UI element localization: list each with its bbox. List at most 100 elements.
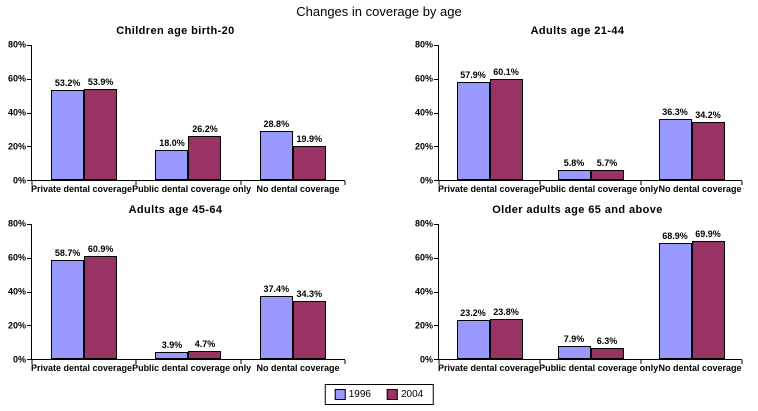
bar-2004: 23.8% <box>489 307 523 359</box>
x-axis-tick <box>640 181 642 185</box>
bar-value-label: 68.9% <box>662 230 688 241</box>
bar-value-label: 53.2% <box>54 78 81 89</box>
subplot-inner: Adults age 45-64 0% 20% 40% 60% 80% 58.7% 60.… <box>5 204 346 373</box>
y-axis-tick-label: 80% <box>414 218 433 229</box>
x-axis-labels: Private dental coverage Public dental cov… <box>31 364 345 373</box>
x-axis-tick <box>240 360 242 364</box>
y-axis-tick-label: 40% <box>414 107 433 118</box>
chart-grid: Children age birth-20 0% 20% 40% 60% 80% 53.… <box>0 21 758 379</box>
y-axis-tick-label: 60% <box>7 73 26 84</box>
category-label: Private dental coverage <box>31 363 133 373</box>
bar-value-label: 19.9% <box>296 134 323 145</box>
bar-group: 53.2% 53.9% <box>32 45 136 180</box>
x-axis-tick <box>539 360 541 364</box>
y-axis-tick-label: 40% <box>7 286 26 297</box>
x-axis-tick <box>539 181 541 185</box>
y-axis-tick-label: 0% <box>419 175 433 186</box>
bar-value-label: 60.1% <box>493 66 519 77</box>
bar-value-label: 5.7% <box>596 158 618 169</box>
y-axis-tick-label: 60% <box>414 73 433 84</box>
y-axis-tick-label: 40% <box>414 286 433 297</box>
plot-area: 57.9% 60.1% 5.8% 5.7% 36.3% 34.2% <box>434 45 743 185</box>
bar-groups: 23.2% 23.8% 7.9% 6.3% 68.9% 69.9% <box>439 224 742 359</box>
bar-2004: 60.9% <box>84 245 118 359</box>
category-label: No dental coverage <box>256 184 340 194</box>
legend-swatch-1996 <box>334 389 346 400</box>
y-axis-tick-label: 20% <box>414 141 433 152</box>
y-axis-tick <box>434 359 438 360</box>
x-axis-tick <box>344 360 346 364</box>
y-axis-tick <box>27 325 31 327</box>
y-axis-tick-label: 20% <box>414 320 433 331</box>
plot-row: 0% 20% 40% 60% 80% 53.2% 53.9% 18.0% 26.2% 28.8%… <box>5 40 346 185</box>
bar-value-label: 69.9% <box>695 229 721 240</box>
category-label: Private dental coverage <box>31 184 133 194</box>
x-axis-tick <box>438 181 440 185</box>
bar-1996: 53.2% <box>51 79 85 180</box>
bar-value-label: 26.2% <box>192 123 218 134</box>
bar-2004: 5.7% <box>590 159 624 180</box>
category-label: No dental coverage <box>256 363 340 373</box>
category-label: Public dental coverage only <box>539 363 659 373</box>
bar-value-label: 58.7% <box>54 247 81 258</box>
bar-1996: 3.9% <box>155 341 189 359</box>
bar-group: 57.9% 60.1% <box>439 45 540 180</box>
subplot-inner: Older adults age 65 and above 0% 20% 40% 60… <box>412 204 743 373</box>
bar-groups: 53.2% 53.9% 18.0% 26.2% 28.8% 19.9% <box>32 45 345 180</box>
x-axis-labels: Private dental coverage Public dental cov… <box>31 185 345 194</box>
x-axis-tick <box>240 181 242 185</box>
subplot-title: Children age birth-20 <box>116 25 235 37</box>
bar-2004: 60.1% <box>489 67 523 180</box>
y-axis-tick <box>27 78 31 80</box>
bar-1996: 37.4% <box>259 284 293 359</box>
y-axis-tick-label: 20% <box>7 141 26 152</box>
legend-swatch-2004 <box>387 389 398 400</box>
x-axis-tick <box>438 360 440 364</box>
bar-value-label: 4.7% <box>194 339 216 350</box>
legend-item-1996: 1996 <box>334 389 371 400</box>
bar-value-label: 3.9% <box>161 340 183 351</box>
bar-group: 36.3% 34.2% <box>641 45 742 180</box>
y-axis-tick <box>27 291 31 293</box>
y-axis-tick <box>434 291 438 293</box>
category-label: Public dental coverage only <box>132 363 252 373</box>
bar-value-label: 60.9% <box>87 244 114 255</box>
x-axis-tick <box>31 181 33 185</box>
plot-row: 0% 20% 40% 60% 80% 58.7% 60.9% 3.9% 4.7% 37.4% 34… <box>5 219 346 364</box>
subplot-adults-age-45-64: Adults age 45-64 0% 20% 40% 60% 80% 58.7% 60.… <box>0 200 379 379</box>
x-axis-tick <box>741 360 743 364</box>
bar-2004: 34.2% <box>691 111 725 180</box>
category-label: No dental coverage <box>658 184 742 194</box>
plot-row: 0% 20% 40% 60% 80% 57.9% 60.1% 5.8% 5.7% 36.3% 34… <box>412 40 743 185</box>
subplot-title: Adults age 45-64 <box>128 204 223 216</box>
y-axis-tick-label: 80% <box>414 39 433 50</box>
y-axis-tick <box>434 112 438 114</box>
y-axis: 0% 20% 40% 60% 80% <box>5 219 31 364</box>
y-axis-tick-label: 20% <box>7 320 26 331</box>
plot-area: 53.2% 53.9% 18.0% 26.2% 28.8% 19.9% <box>27 45 346 185</box>
bar-value-label: 6.3% <box>596 336 618 347</box>
bar-1996: 5.8% <box>557 159 591 180</box>
x-axis-tick <box>640 360 642 364</box>
x-axis-tick <box>31 360 33 364</box>
y-axis-tick <box>27 146 31 148</box>
bar-group: 3.9% 4.7% <box>136 224 240 359</box>
plot-row: 0% 20% 40% 60% 80% 23.2% 23.8% 7.9% 6.3% 68.9% 69… <box>412 219 743 364</box>
bar-group: 23.2% 23.8% <box>439 224 540 359</box>
y-axis-tick <box>434 146 438 148</box>
bar-value-label: 5.8% <box>563 158 585 169</box>
category-label: Public dental coverage only <box>132 184 252 194</box>
bar-1996: 68.9% <box>658 231 692 359</box>
y-axis-tick <box>434 257 438 259</box>
subplot-inner: Adults age 21-44 0% 20% 40% 60% 80% 57.9% 60.… <box>412 25 743 194</box>
y-axis-tick-label: 0% <box>12 354 26 365</box>
bar-value-label: 36.3% <box>662 106 688 117</box>
y-axis-tick <box>434 45 438 46</box>
bar-group: 28.8% 19.9% <box>241 45 345 180</box>
y-axis: 0% 20% 40% 60% 80% <box>5 40 31 185</box>
bar-value-label: 28.8% <box>263 119 290 130</box>
bar-groups: 57.9% 60.1% 5.8% 5.7% 36.3% 34.2% <box>439 45 742 180</box>
y-axis: 0% 20% 40% 60% 80% <box>412 40 438 185</box>
bar-value-label: 34.2% <box>695 110 721 121</box>
category-label: Private dental coverage <box>438 363 540 373</box>
